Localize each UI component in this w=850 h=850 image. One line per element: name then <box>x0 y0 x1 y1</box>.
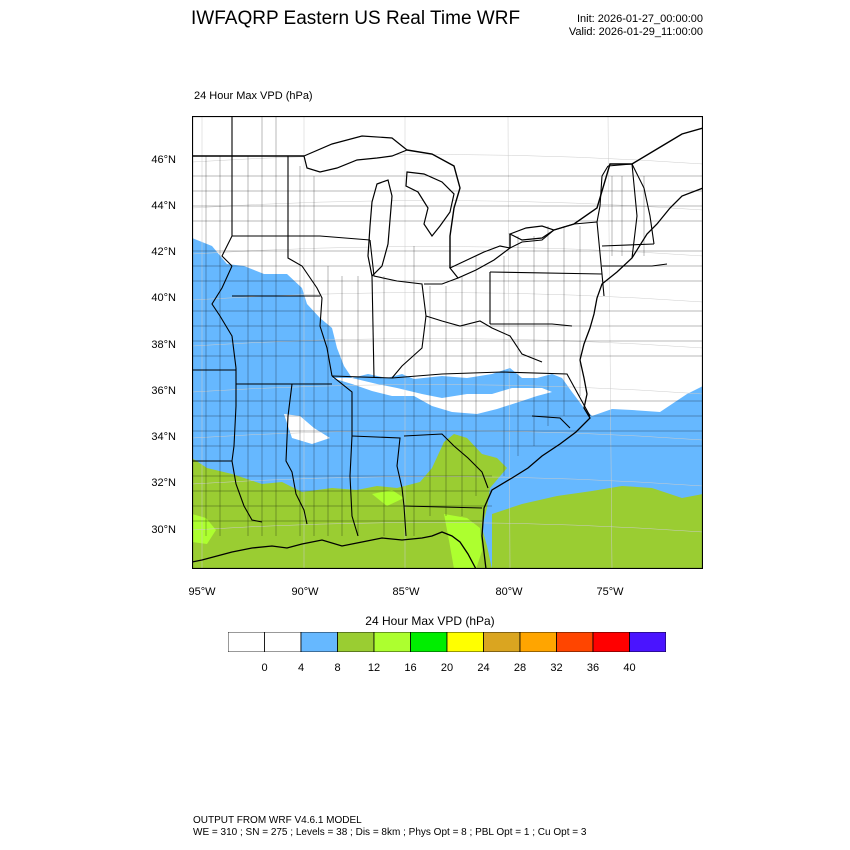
colorbar-tick-label: 20 <box>440 662 454 674</box>
vpd-12-16-region <box>444 514 482 569</box>
colorbar <box>228 632 666 652</box>
vpd-12-16-region <box>372 490 404 506</box>
colorbar-tick-label: 24 <box>477 662 490 674</box>
colorbar-tick-label: 28 <box>513 662 527 674</box>
colorbar-tick-label: 32 <box>550 662 563 674</box>
footer-line: OUTPUT FROM WRF V4.6.1 MODEL <box>193 815 362 826</box>
coastlines <box>192 187 703 569</box>
colorbar-swatch <box>446 632 484 652</box>
model-footer: OUTPUT FROM WRF V4.6.1 MODEL WE = 310 ; … <box>193 815 586 839</box>
colorbar-tick-label: 36 <box>586 662 600 674</box>
lat-label: 46°N <box>151 154 176 166</box>
colorbar-swatch <box>228 632 265 652</box>
lake-superior <box>303 135 409 173</box>
county-boundaries <box>192 116 703 536</box>
colorbar-tick-label: 16 <box>404 662 417 674</box>
colorbar-tick-label: 12 <box>367 662 381 674</box>
lat-label: 36°N <box>151 385 176 397</box>
lon-label: 95°W <box>188 586 216 598</box>
colorbar-tick-label: 40 <box>623 662 636 674</box>
colorbar-swatch <box>592 632 630 652</box>
page-title: IWFAQRP Eastern US Real Time WRF <box>191 8 521 29</box>
colorbar-swatch <box>483 632 521 652</box>
colorbar-swatch <box>300 632 338 652</box>
lat-label: 38°N <box>151 339 176 351</box>
valid-time: Valid: 2026-01-29_11:00:00 <box>568 26 703 38</box>
vpd-below-4-patch <box>332 378 552 414</box>
run-info: Init: 2026-01-27_00:00:00 Valid: 2026-01… <box>520 13 703 39</box>
init-time: Init: 2026-01-27_00:00:00 <box>577 13 703 25</box>
lon-label: 80°W <box>495 586 523 598</box>
lat-label: 34°N <box>151 431 176 443</box>
graticule <box>192 116 703 569</box>
vpd-below-4-patch <box>284 414 330 444</box>
lat-label: 40°N <box>151 292 176 304</box>
international-border <box>192 127 703 268</box>
lat-label: 42°N <box>151 246 176 258</box>
colorbar-swatch <box>519 632 557 652</box>
footer-line: WE = 310 ; SN = 275 ; Levels = 38 ; Dis … <box>193 827 587 838</box>
lat-label: 44°N <box>151 200 176 212</box>
colorbar-swatch <box>373 632 411 652</box>
colorbar-swatch <box>629 632 666 652</box>
lon-label: 75°W <box>596 586 624 598</box>
colorbar-swatch <box>410 632 448 652</box>
vpd-12-16-region <box>192 514 216 544</box>
field-label: 24 Hour Max VPD (hPa) <box>194 90 313 102</box>
colorbar-swatch <box>556 632 594 652</box>
colorbar-swatch <box>264 632 302 652</box>
colorbar-swatch <box>337 632 375 652</box>
colorbar-tick-label: 0 <box>261 662 268 674</box>
lon-label: 90°W <box>291 586 319 598</box>
colorbar-tick-label: 8 <box>334 662 341 674</box>
vpd-8-12-region <box>192 434 507 569</box>
lat-label: 32°N <box>151 477 176 489</box>
map-plot <box>192 116 703 569</box>
lat-label: 30°N <box>151 524 176 536</box>
colorbar-title: 24 Hour Max VPD (hPa) <box>365 614 495 628</box>
vpd-8-12-region <box>492 486 703 569</box>
colorbar-tick-label: 4 <box>297 662 305 674</box>
map-border <box>192 116 703 569</box>
lon-label: 85°W <box>392 586 420 598</box>
